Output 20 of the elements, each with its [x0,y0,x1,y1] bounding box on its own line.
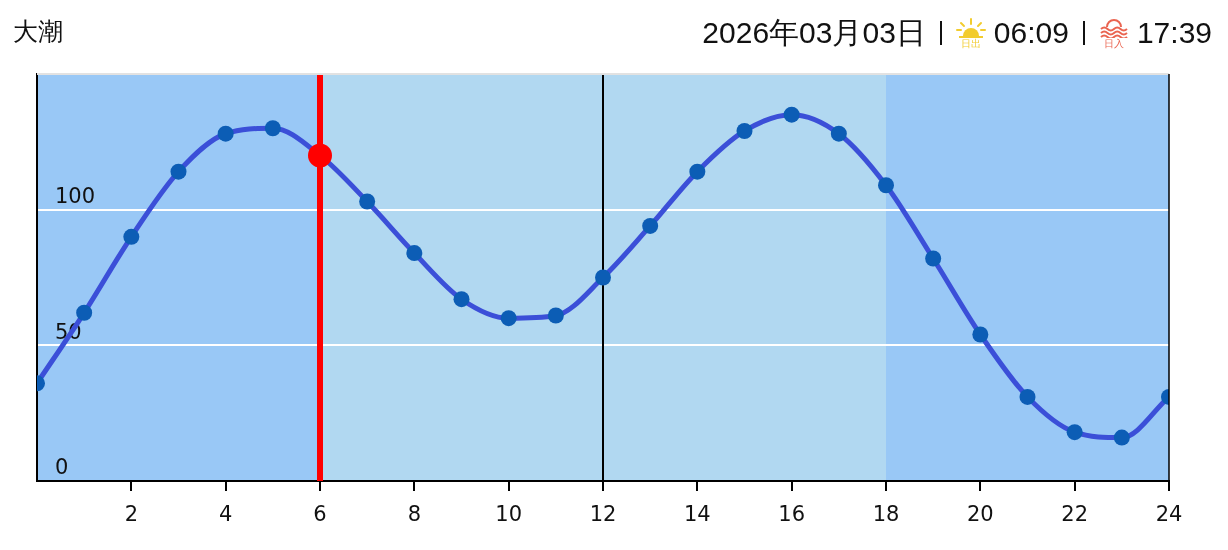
x-tick-label: 14 [683,502,711,527]
x-tick-label: 4 [218,502,233,527]
text: 日出 [960,37,981,49]
y-tick-label: 0 [55,455,69,480]
x-tick-label: 8 [407,502,422,527]
x-tick-label: 16 [778,502,806,527]
x-tick-label: 12 [589,502,617,527]
text: 17:39 [1136,16,1212,50]
x-tick-label: 10 [495,502,523,527]
chart-subtitle: 2026年03月03日 [702,14,926,51]
x-tick-label: 2 [124,502,139,527]
x-tick-label: 18 [872,502,900,527]
x-tick-label: 20 [966,502,994,527]
y-tick-label: 100 [55,184,96,209]
text: 日入 [1103,37,1124,49]
x-tick-label: 24 [1155,502,1183,527]
x-tick-label: 22 [1061,502,1089,527]
x-tick-label: 6 [313,502,327,527]
text: 06:09 [993,16,1069,50]
chart-title: 大潮 [13,16,63,46]
